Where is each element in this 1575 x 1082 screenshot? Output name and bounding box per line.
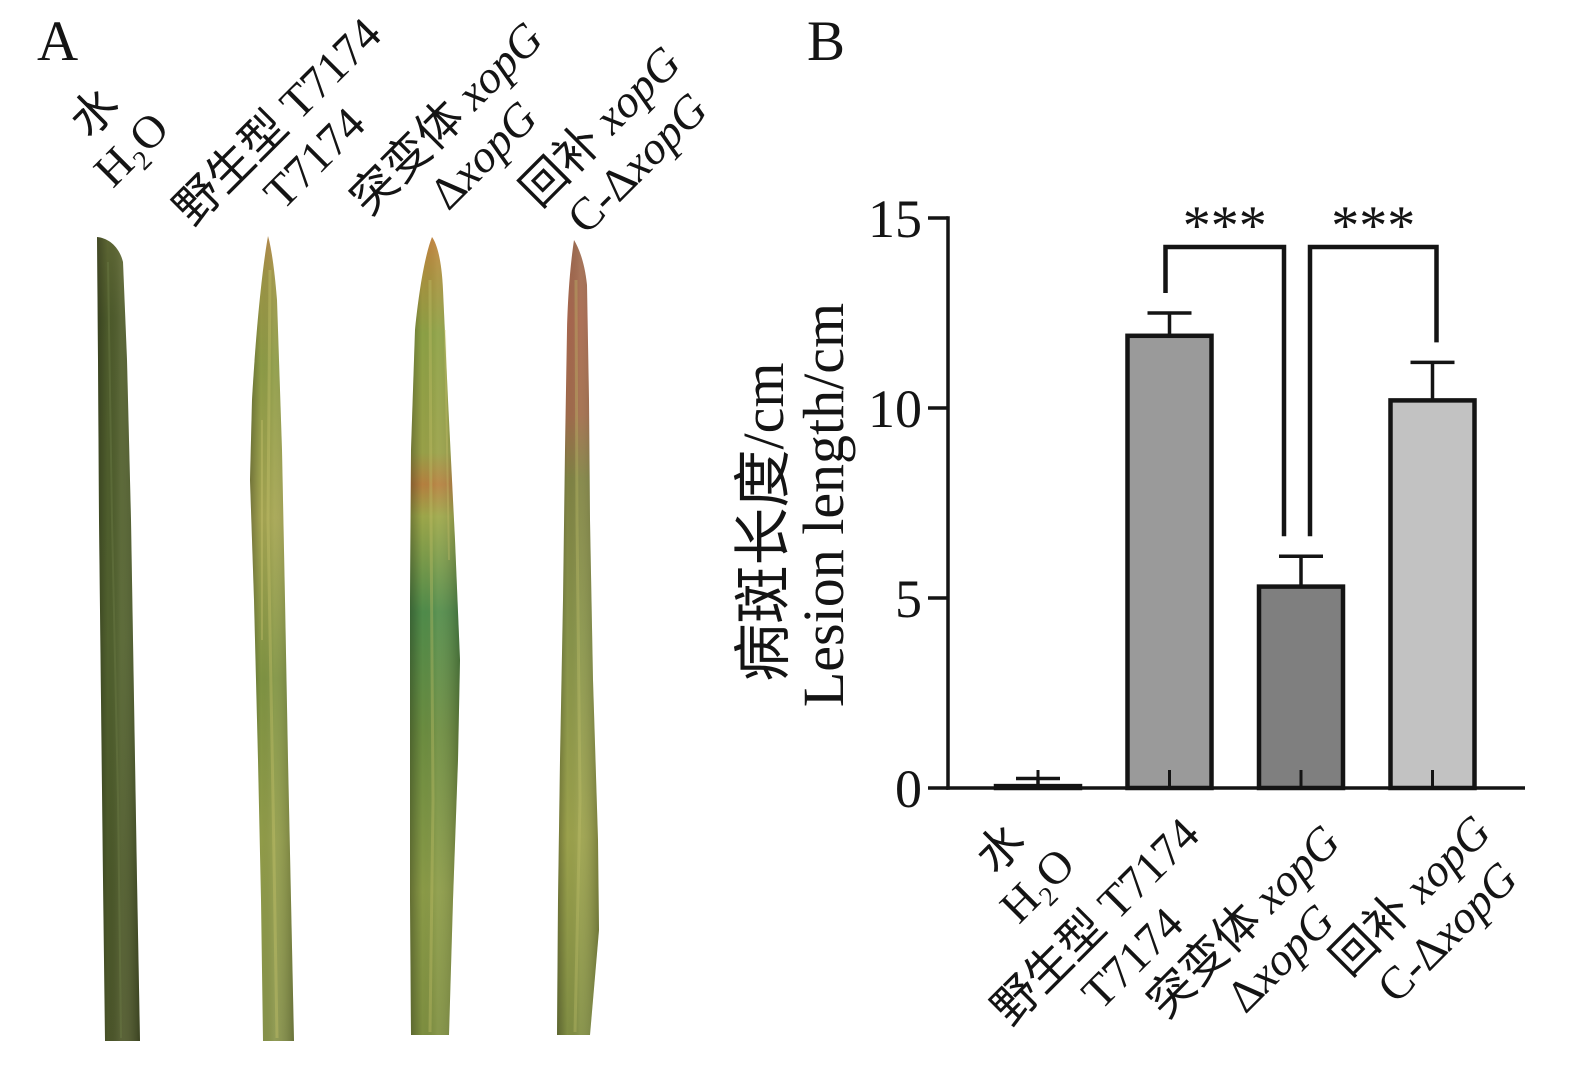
y-tick-label: 15 xyxy=(868,189,922,249)
significance-bracket xyxy=(1307,244,1439,537)
bar xyxy=(1388,398,1477,791)
y-tick-label: 5 xyxy=(895,569,922,629)
leaf-photo-t7174 xyxy=(250,236,294,1041)
y-axis-label-en: Lesion length/cm xyxy=(791,303,856,707)
y-axis-label-zh: 病斑长度/cm xyxy=(731,363,796,682)
y-tick-label: 0 xyxy=(895,759,922,819)
significance-bracket xyxy=(1163,244,1287,537)
bar xyxy=(1256,584,1346,791)
bar xyxy=(1125,333,1214,791)
leaf-photo-mutant xyxy=(410,237,460,1035)
leaf-photo-h2o xyxy=(97,237,140,1041)
leaf-photo-complement xyxy=(557,240,599,1035)
panel-label-a: A xyxy=(37,10,78,73)
bar-chart: 0 5 10 15 *** *** xyxy=(868,189,1525,819)
significance-label: *** xyxy=(1331,195,1415,257)
significance-label: *** xyxy=(1183,195,1267,257)
panel-label-b: B xyxy=(807,10,845,73)
y-tick-label: 10 xyxy=(868,379,922,439)
